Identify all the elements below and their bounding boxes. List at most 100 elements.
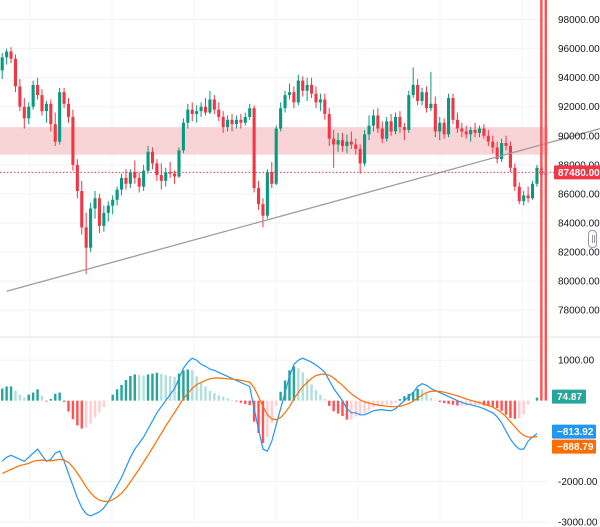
candle <box>402 122 406 141</box>
candle-body <box>13 58 18 87</box>
candle <box>212 95 216 114</box>
candle <box>345 134 349 154</box>
candle-body <box>380 128 384 139</box>
candle-body <box>367 125 371 135</box>
histogram-value-badge: 74.87 <box>552 389 586 404</box>
candle <box>137 172 141 193</box>
candle <box>155 159 159 181</box>
candle <box>376 108 380 133</box>
candle-body <box>93 198 97 209</box>
candle <box>314 86 318 109</box>
candle-body <box>504 143 508 146</box>
candle <box>146 145 150 174</box>
candle <box>469 127 473 142</box>
candle-body <box>146 151 150 171</box>
candlesticks <box>0 47 548 274</box>
candle-body <box>137 177 141 187</box>
candle-body <box>203 106 208 113</box>
candle-body <box>22 106 26 119</box>
candle <box>323 93 327 120</box>
trendline[interactable] <box>6 124 600 292</box>
candle <box>371 109 375 132</box>
price-tick-label: 80000.00 <box>558 277 600 288</box>
candle-body <box>363 134 367 164</box>
price-tick-label: 90000.00 <box>558 131 600 142</box>
candle <box>491 135 495 154</box>
candle <box>49 99 53 132</box>
candle <box>535 164 539 187</box>
candle-body <box>261 204 265 216</box>
candle <box>296 74 300 106</box>
histogram-value-badge-bg <box>552 389 586 404</box>
candle <box>159 163 163 190</box>
candle <box>517 182 521 205</box>
candle <box>40 89 44 116</box>
candle-body <box>270 172 274 184</box>
candle <box>416 79 420 106</box>
candle <box>292 86 296 109</box>
candle <box>106 201 110 222</box>
candle-body <box>279 108 283 129</box>
candle <box>226 115 230 132</box>
candle <box>115 186 119 206</box>
candle-body <box>287 92 292 96</box>
candle-body <box>535 167 539 184</box>
candle-body <box>526 195 530 199</box>
candle-body <box>190 109 194 114</box>
candle-body <box>5 51 9 58</box>
candle-body <box>177 150 181 177</box>
candle-body <box>36 84 40 96</box>
candle-body <box>411 84 415 96</box>
candle <box>340 132 345 152</box>
candle <box>336 132 340 152</box>
candle-body <box>212 99 216 110</box>
candle-body <box>124 177 128 184</box>
candle <box>248 103 252 120</box>
candle <box>464 125 468 139</box>
macd-line <box>1 357 538 517</box>
candle-body <box>292 92 296 103</box>
candle-body <box>349 141 353 145</box>
candle <box>358 144 362 174</box>
candle <box>442 118 446 139</box>
candle <box>208 90 212 114</box>
candle-body <box>208 99 212 113</box>
candle-body <box>296 80 300 103</box>
candle-body <box>168 172 172 174</box>
candle <box>363 129 367 167</box>
candle-body <box>482 128 486 136</box>
candle <box>398 111 402 133</box>
candle <box>36 77 40 100</box>
candle-body <box>142 170 146 187</box>
candle-body <box>53 124 57 142</box>
last-price-label: 87480.00 <box>558 168 600 179</box>
candle-body <box>18 86 22 107</box>
candle-body <box>420 92 424 101</box>
candle <box>97 193 101 234</box>
last-price-badge: 87480.00 <box>554 165 600 180</box>
price-scale-handle[interactable] <box>588 230 597 248</box>
macd-tick-label: 1000.00 <box>558 356 595 367</box>
candle-body <box>385 121 389 139</box>
candle-body <box>159 175 163 181</box>
candle-body <box>495 147 499 160</box>
candle-body <box>106 205 110 213</box>
candle <box>438 116 442 141</box>
candle <box>133 160 137 184</box>
candle <box>177 147 181 178</box>
candle <box>13 54 18 93</box>
candle <box>301 76 305 97</box>
candle <box>150 147 155 170</box>
candle-body <box>491 141 495 148</box>
candle <box>181 118 185 154</box>
candle-body <box>508 145 512 168</box>
macd-tick-label: -3000.00 <box>558 517 598 527</box>
candle-body <box>473 129 477 133</box>
candle <box>332 129 336 168</box>
candle <box>89 202 93 253</box>
candle <box>93 191 97 219</box>
candle <box>80 180 84 235</box>
candle <box>429 71 433 112</box>
candle-body <box>274 128 278 184</box>
